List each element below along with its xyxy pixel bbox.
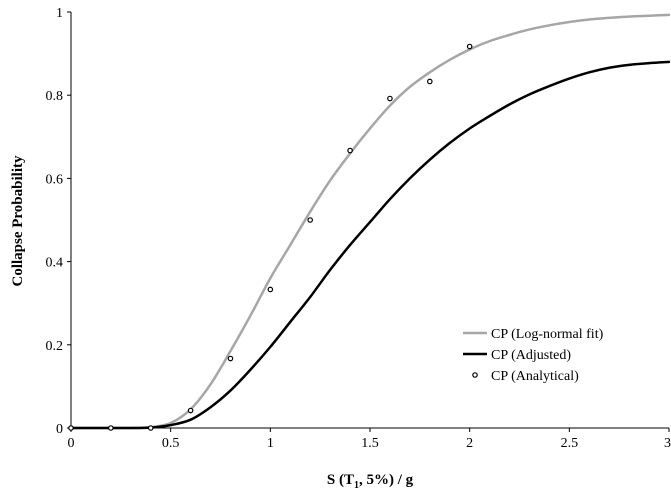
data-point [108,425,114,431]
y-tick-label: 1 [56,6,63,21]
y-tick-label: 0.6 [46,172,64,187]
x-axis-title: S (T1, 5%) / g [327,472,414,489]
data-point [147,425,154,431]
y-tick-label: 0.2 [46,339,64,354]
y-tick-label: 0 [56,422,63,437]
data-point [227,355,234,362]
data-point [466,43,473,50]
data-point [387,95,393,102]
series-line-0 [129,13,671,430]
x-tick-label: 0.5 [162,436,180,451]
data-point [426,78,433,85]
x-tick-label: 1 [267,436,274,451]
series-line-1 [129,60,671,430]
legend-entry: CP (Adjusted) [491,348,571,363]
axes [67,11,670,432]
x-tick-label: 2.5 [561,436,579,451]
legend-entry: CP (Log-normal fit) [491,327,604,342]
y-tick-labels: 0 0.2 0.4 0.6 0.8 1 [46,6,64,437]
x-tick-labels: 0 0.5 1 1.5 2 2.5 3 [68,436,671,451]
legend-swatch [472,372,478,378]
data-point [68,425,74,431]
x-tick-label: 0 [68,436,75,451]
data-point [307,217,314,223]
series-layer [68,13,671,431]
data-point [187,407,194,414]
y-tick-label: 0.4 [46,256,64,271]
y-axis-title: Collapse Probability [10,155,26,286]
legend-entry: CP (Analytical) [491,369,579,384]
data-point [267,286,274,293]
legend: CP (Log-normal fit) CP (Adjusted) CP (Anal… [463,327,604,384]
y-tick-label: 0.8 [46,89,64,104]
data-point [347,147,353,154]
x-tick-label: 3 [664,436,671,451]
x-tick-label: 2 [466,436,473,451]
x-tick-label: 1.5 [361,436,379,451]
